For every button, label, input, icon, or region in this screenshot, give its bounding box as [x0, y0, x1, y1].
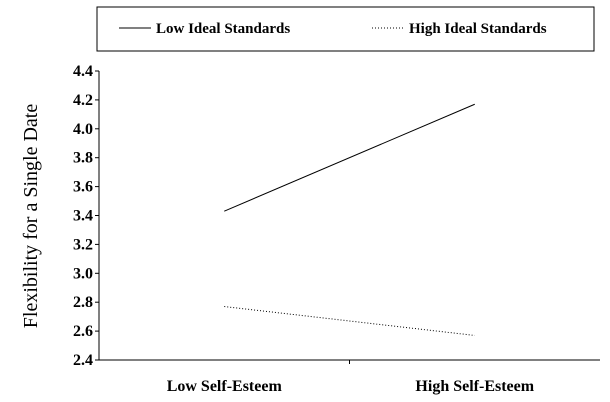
y-tick-label: 3.0 — [73, 265, 93, 282]
series-line-high-ideal — [224, 306, 475, 336]
y-tick-label: 2.6 — [73, 323, 93, 340]
y-tick-label: 2.4 — [73, 352, 93, 369]
y-tick-label: 4.2 — [73, 92, 93, 109]
y-tick-label: 3.6 — [73, 179, 93, 196]
y-axis-label: Flexibility for a Single Date — [20, 104, 42, 329]
y-tick-label: 2.8 — [73, 294, 93, 311]
y-tick-label: 3.2 — [73, 236, 93, 253]
x-categories: Low Self-Esteem High Self-Esteem — [167, 360, 535, 395]
series-line-low-ideal — [224, 103, 475, 212]
series-lines — [224, 103, 475, 336]
legend-box — [96, 6, 595, 52]
axes — [98, 71, 600, 361]
y-tick-label: 3.4 — [73, 208, 93, 225]
y-tick-label: 4.0 — [73, 121, 93, 138]
y-tick-label: 3.8 — [73, 150, 93, 167]
y-tick-label: 4.4 — [73, 63, 93, 80]
legend-label-low-ideal: Low Ideal Standards — [156, 21, 290, 37]
x-category-label: High Self-Esteem — [415, 378, 534, 395]
x-category-label: Low Self-Esteem — [167, 378, 283, 395]
legend: Low Ideal Standards High Ideal Standards — [96, 6, 595, 52]
legend-label-high-ideal: High Ideal Standards — [409, 21, 547, 37]
y-ticks: 2.4 2.6 2.8 3.0 3.2 3.4 3.6 3.8 4.0 4.2 4.4 — [73, 63, 99, 369]
